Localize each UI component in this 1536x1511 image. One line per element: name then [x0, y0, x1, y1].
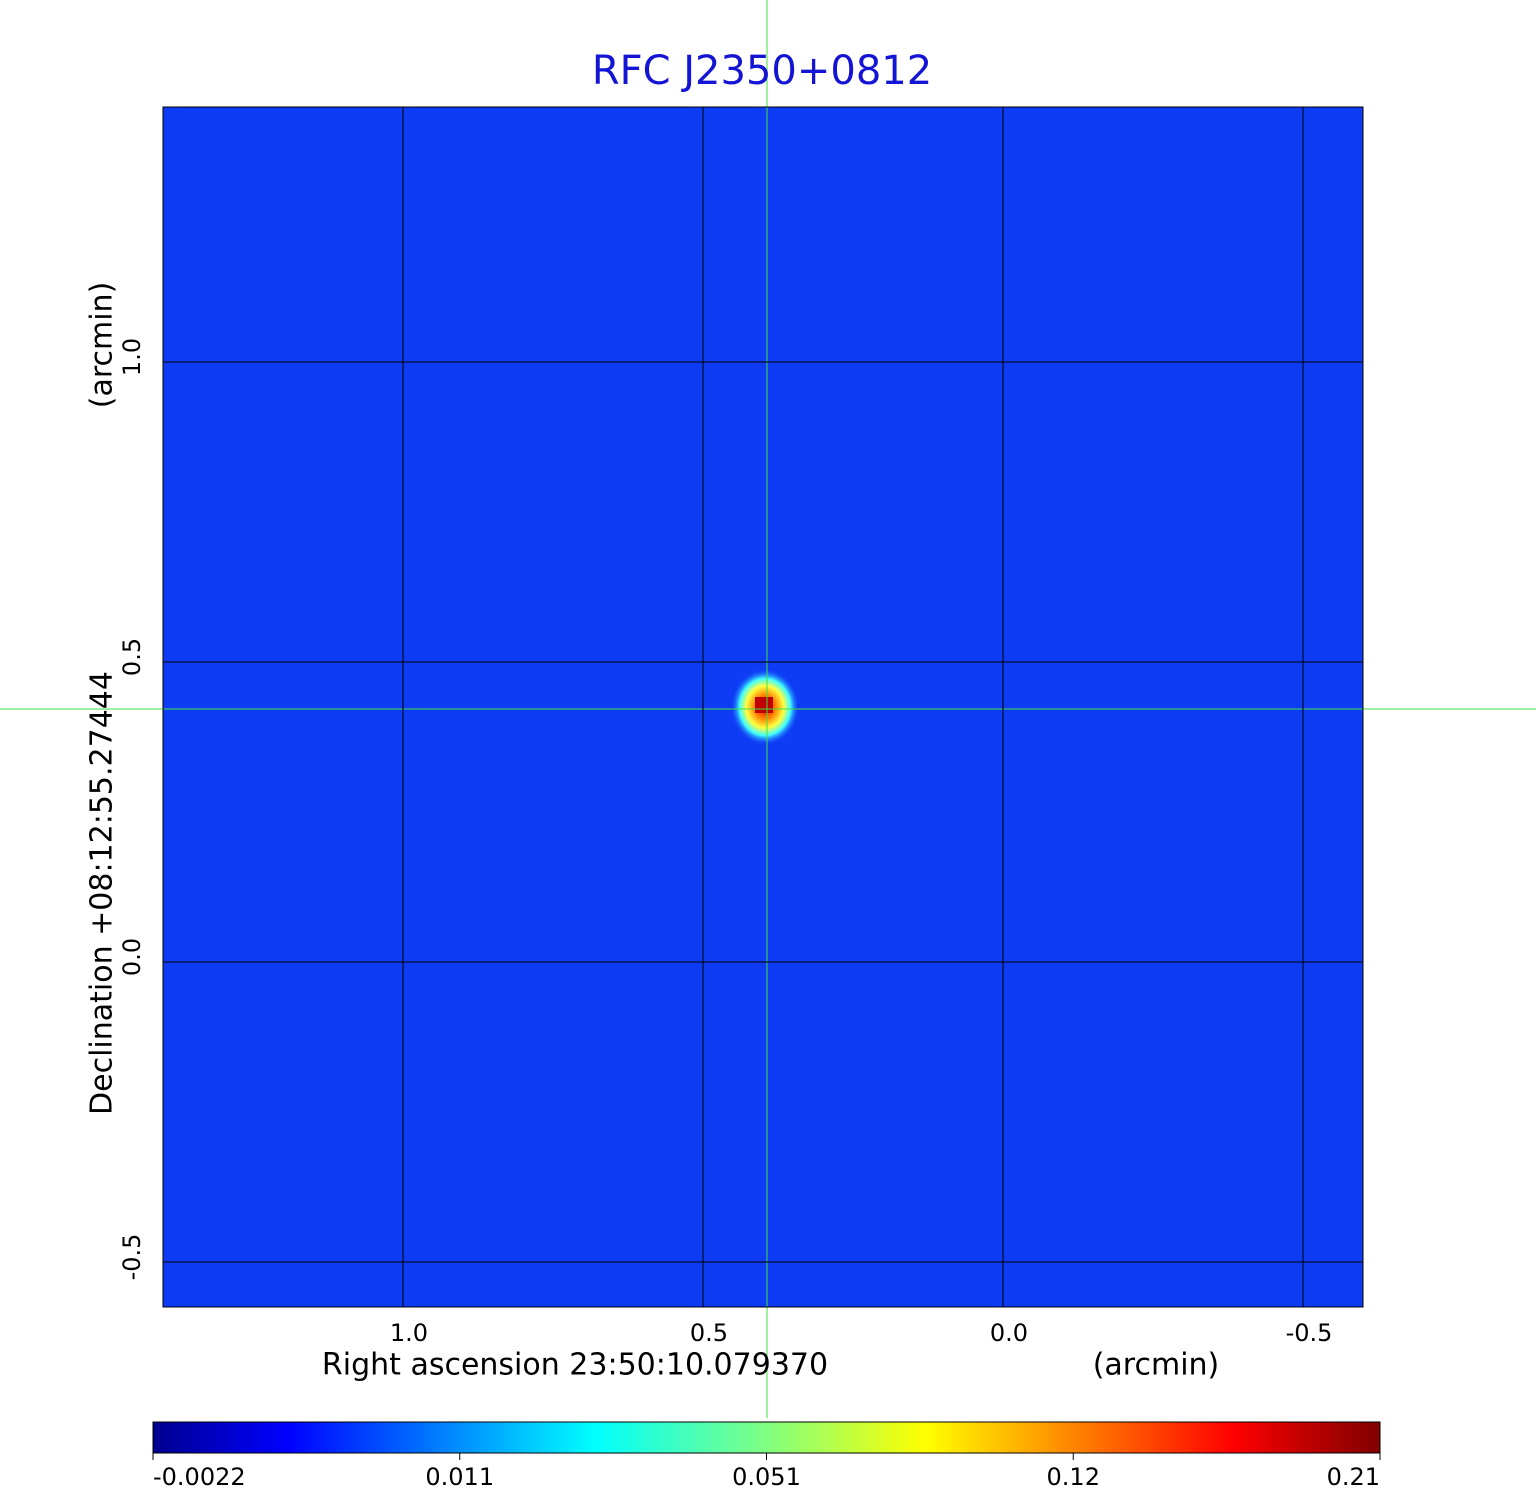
colorbar-tick-label: 0.011	[425, 1463, 494, 1491]
y-axis-label: Declination +08:12:55.27444	[85, 671, 120, 1115]
x-axis-label: Right ascension 23:50:10.079370	[322, 1348, 828, 1383]
colorbar-tick-label: 0.12	[1047, 1463, 1100, 1491]
x-tick-label: 0.0	[990, 1319, 1028, 1347]
colorbar	[152, 1421, 1381, 1454]
chart-title: RFC J2350+0812	[592, 48, 932, 94]
colorbar-tick-label: 0.051	[732, 1463, 801, 1491]
y-axis-unit: (arcmin)	[85, 282, 120, 409]
y-tick-label: -0.5	[118, 1234, 146, 1281]
y-tick-label: 0.5	[118, 638, 146, 676]
y-tick-label: 1.0	[118, 338, 146, 376]
x-tick-label: 0.5	[690, 1319, 728, 1347]
x-axis-unit: (arcmin)	[1093, 1348, 1220, 1383]
x-tick-label: 1.0	[390, 1319, 428, 1347]
source-peak	[755, 697, 773, 713]
colorbar-tick-label: -0.0022	[153, 1463, 246, 1491]
plot-frame	[162, 106, 1364, 1308]
colorbar-tick-label: 0.21	[1327, 1463, 1380, 1491]
y-tick-label: 0.0	[118, 938, 146, 976]
x-tick-label: -0.5	[1286, 1319, 1333, 1347]
